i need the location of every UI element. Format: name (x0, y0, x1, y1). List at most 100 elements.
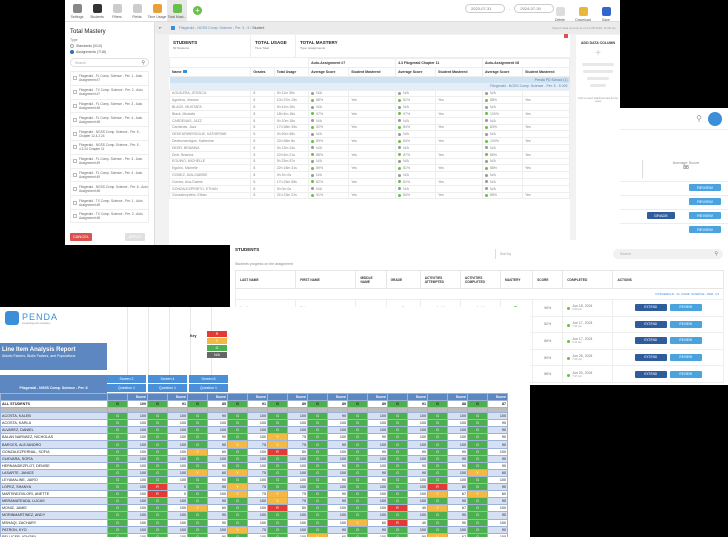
table-row[interactable]: GOMEZ, AVA-GABRIE 8 0h 2m 0s N/A N/A N/A (168, 171, 570, 179)
table-row[interactable]: Gomez, Ava-Gabrie 8 17h 25m 58s 82% Yes 81% Ye… (168, 177, 570, 186)
checkbox[interactable] (73, 145, 77, 150)
table-row[interactable]: BLACK, MUSTAFA 8 0h 41m 26s N/A N/A N/A (168, 103, 570, 111)
group-row[interactable]: Fitzgerald - NGSS Comp. Science - Per. 5… (169, 83, 570, 91)
table-row[interactable]: AGUILERA, JESSICA 8 0h 11m 35s N/A N/A N/A (168, 89, 570, 98)
extend-button[interactable]: EXTEND (634, 337, 667, 345)
checkbox[interactable] (73, 159, 77, 164)
column-header[interactable]: LAST NAME (234, 270, 297, 289)
checkbox[interactable] (73, 214, 77, 219)
assignment-item[interactable]: Fitzgerald - TX Comp. Science - Per. 2 -… (71, 86, 148, 100)
assignment-item[interactable]: Fitzgerald - FL Comp. Science - Per. 4 -… (71, 169, 148, 183)
checkbox[interactable] (73, 103, 77, 108)
column-header[interactable]: MASTERY (500, 270, 534, 289)
table-row[interactable]: EGUINO, MICHELLE 8 0h 25m 57s N/A N/A N/A (168, 157, 570, 166)
column-header[interactable]: SCORE (532, 270, 564, 289)
group-row[interactable]: Penda PD School (1) (169, 76, 570, 84)
save-button[interactable]: Save (597, 2, 615, 24)
review-button[interactable]: REVIEW (689, 226, 721, 233)
column-header-name[interactable]: Name (168, 67, 252, 77)
review-button[interactable]: REVIEW (669, 304, 702, 312)
table-row[interactable]: Gonzalezprieto, Ethan 8 21h 23m 22s 91% Yes 8… (168, 191, 570, 200)
review-button[interactable]: REVIEW (669, 337, 702, 345)
column-header[interactable]: ACTIVITIES COMPLETED (459, 270, 502, 289)
review-button[interactable]: REVIEW (669, 354, 702, 362)
checkbox[interactable] (73, 131, 77, 136)
extend-button[interactable]: EXTEND (634, 320, 667, 328)
assignment-item[interactable]: Fitzgerald - TX Comp. Science - Per. 1 -… (71, 196, 148, 210)
radio-assignments[interactable]: Assignments (7/18) (70, 50, 154, 54)
review-button[interactable]: REVIEW (669, 370, 702, 378)
table-row[interactable]: Aguilera, Jessica 8 10h 37m 15s 88% Yes 81% Ye… (168, 96, 570, 105)
plus-icon[interactable]: + (595, 48, 601, 59)
checkbox[interactable] (73, 200, 77, 205)
cancel-button[interactable]: CANCEL (70, 233, 92, 241)
breadcrumb-class[interactable]: Fitzgerald - NGSS Comp. Science - Per. 5… (178, 26, 250, 30)
review-button[interactable]: REVIEW (669, 320, 702, 328)
search-icon[interactable]: ⚲ (696, 114, 702, 123)
add-data-column-panel[interactable]: ADD DATA COLUMN + Click to select additi… (576, 35, 620, 245)
add-tab-button[interactable]: + (193, 6, 202, 15)
date-from-input[interactable]: 2023-07-31 (465, 4, 505, 13)
extend-button[interactable]: EXTEND (634, 304, 667, 312)
assignment-item[interactable]: Fitzgerald - NGSS Comp. Science - Per. 6… (71, 182, 148, 197)
column-header[interactable]: Average Score (482, 67, 524, 77)
radio-standards[interactable]: Standards (0/10) (70, 44, 154, 48)
review-button[interactable]: REVIEW (689, 212, 721, 219)
checkbox[interactable] (73, 90, 77, 95)
checkbox[interactable] (73, 186, 77, 191)
search-input[interactable]: Search ⚲ (613, 249, 723, 259)
assignment-item[interactable]: Fitzgerald - FL Comp. Science - Per. 4 -… (71, 113, 148, 128)
assignment-item[interactable]: Fitzgerald - FL Comp. Science - Per. 3 -… (71, 155, 148, 169)
toolbar-fields-button[interactable]: Fields (127, 0, 147, 21)
toolbar-students-button[interactable]: Students (87, 0, 107, 21)
table-row[interactable]: Black, Mustafa 8 18h 5m 18s 97% Yes 97% Yes 100… (168, 109, 570, 118)
table-row[interactable]: Dmir, Brianna 8 22h 6m 21s 88% Yes 87% Yes 88% Y… (168, 150, 570, 159)
assignment-item[interactable]: Fitzgerald - TX Comp. Science - Per. 2 -… (71, 210, 148, 222)
grade-button[interactable]: GRADE (647, 212, 675, 219)
table-row[interactable]: Dedeurwerdgue, Katherine 8 22h 58m 8s 89% Ye… (168, 137, 570, 145)
column-header[interactable]: COMPLETED (562, 270, 614, 289)
assignment-item[interactable]: Fitzgerald - NGSS Comp. Science - Per. 5… (71, 127, 148, 141)
table-row[interactable]: Cardenas, Jazz 8 17h 58m 45s 92% Yes 84% Yes 83… (168, 123, 570, 132)
checkbox[interactable] (73, 172, 77, 177)
avatar[interactable] (708, 111, 722, 126)
toolbar-total-mast-button[interactable]: Total Mast... (167, 0, 187, 21)
toolbar-filters-button[interactable]: Filters (107, 0, 127, 21)
assignment-item[interactable]: Fitzgerald - NGSS Comp. Science - Per. 5… (71, 141, 148, 155)
checkbox[interactable] (73, 76, 77, 81)
checkbox[interactable] (73, 117, 77, 122)
review-button[interactable]: REVIEW (689, 184, 721, 191)
group-row[interactable]: FITZGERALD - FL COMP. SCIENCE - PER. 4 ▾ (235, 288, 724, 300)
date-to-input[interactable]: 2024-07-30 (514, 4, 555, 13)
column-header[interactable]: FIRST NAME (295, 270, 357, 289)
column-header[interactable]: Student Mastered (348, 67, 397, 77)
table-row[interactable]: GONZALEZPRIETO, ETHAN 8 0h 0m 0s N/A N/A N/A (168, 184, 570, 193)
column-header[interactable]: Student Mastered (522, 67, 570, 77)
column-header[interactable]: GRADE (385, 270, 421, 289)
assignment-item[interactable]: Fitzgerald - FL Comp. Science - Per. 1 -… (71, 72, 148, 86)
column-header[interactable]: Total Usage (273, 67, 310, 77)
sort-icon[interactable] (182, 70, 187, 73)
extend-button[interactable]: EXTEND (634, 354, 667, 362)
table-row[interactable]: Eguino, Michelle 8 22h 18m 31s 89% Yes 81% Yes… (168, 164, 570, 173)
apply-button[interactable]: APPLY (125, 233, 145, 241)
toolbar-settings-button[interactable]: Settings (67, 0, 87, 21)
column-header[interactable]: Average Score (308, 67, 350, 77)
table-row[interactable]: CARDENAS, JAZZ 8 0h 10m 18s N/A N/A N/A (168, 116, 570, 125)
review-button[interactable]: REVIEW (689, 198, 721, 205)
column-header[interactable]: ACTIVITIES ATTEMPTED (419, 270, 461, 289)
column-header[interactable]: Average Score (395, 67, 437, 77)
assignment-item[interactable]: Fitzgerald - FL Comp. Science - Per. 3 -… (71, 100, 148, 114)
collapse-icon[interactable]: ⇤ (159, 26, 162, 30)
toolbar-time-usage-button[interactable]: Time Usage (147, 0, 167, 21)
column-header[interactable]: MIDDLE NAME (355, 270, 387, 289)
table-row[interactable]: DEDEURWERDGUE, KATHERINE 8 0h 50m 58s N/A N/… (168, 130, 570, 139)
column-header[interactable]: ACTIONS (612, 270, 724, 289)
close-icon[interactable] (564, 34, 568, 38)
delete-button[interactable]: Delete (551, 2, 569, 24)
column-header[interactable]: Student Mastered (435, 67, 484, 77)
download-button[interactable]: Download (574, 2, 592, 24)
extend-button[interactable]: EXTEND (634, 370, 667, 378)
search-input[interactable]: Search ⚲ (70, 58, 149, 67)
table-row[interactable]: DEDR, BRIANNA 8 0h 13m 24s N/A N/A N/A (168, 143, 570, 152)
